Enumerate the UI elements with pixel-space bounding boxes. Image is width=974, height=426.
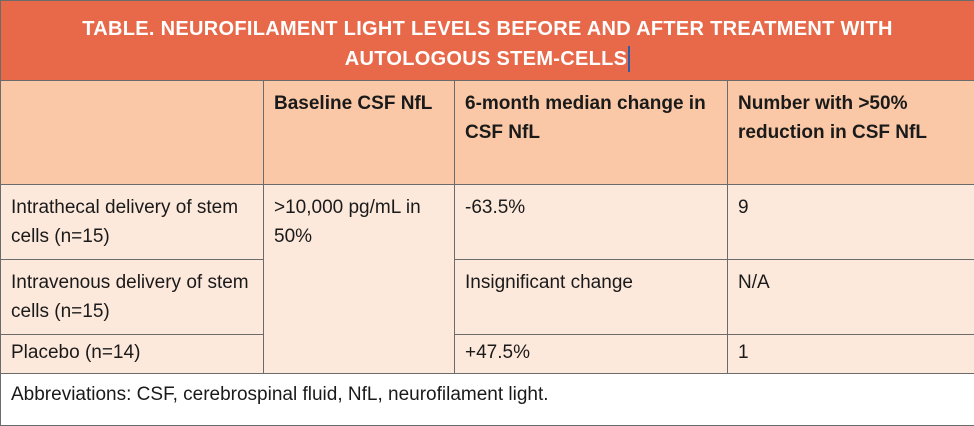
number-cell: N/A (728, 260, 974, 335)
header-cell-empty (1, 81, 264, 185)
table-row: Intrathecal delivery of stem cells (n=15… (1, 185, 974, 260)
group-cell: Intravenous delivery of stem cells (n=15… (1, 260, 264, 335)
change-cell: -63.5% (455, 185, 728, 260)
table-row: Placebo (n=14) +47.5% 1 (1, 335, 974, 374)
title-line-1: TABLE. NEUROFILAMENT LIGHT LEVELS BEFORE… (82, 18, 893, 40)
table-row: Intravenous delivery of stem cells (n=15… (1, 260, 974, 335)
change-cell: Insignificant change (455, 260, 728, 335)
header-cell-number: Number with >50% reduction in CSF NfL (728, 81, 974, 185)
baseline-cell: >10,000 pg/mL in 50% (264, 185, 455, 374)
number-cell: 1 (728, 335, 974, 374)
header-cell-baseline: Baseline CSF NfL (264, 81, 455, 185)
group-cell: Placebo (n=14) (1, 335, 264, 374)
title-line-2: AUTOLOGOUS STEM-CELLS (345, 48, 628, 70)
header-row: Baseline CSF NfL 6-month median change i… (1, 81, 974, 185)
group-cell: Intrathecal delivery of stem cells (n=15… (1, 185, 264, 260)
table-title: TABLE. NEUROFILAMENT LIGHT LEVELS BEFORE… (1, 1, 974, 81)
change-cell: +47.5% (455, 335, 728, 374)
number-cell: 9 (728, 185, 974, 260)
header-cell-change: 6-month median change in CSF NfL (455, 81, 728, 185)
text-cursor (628, 46, 630, 72)
